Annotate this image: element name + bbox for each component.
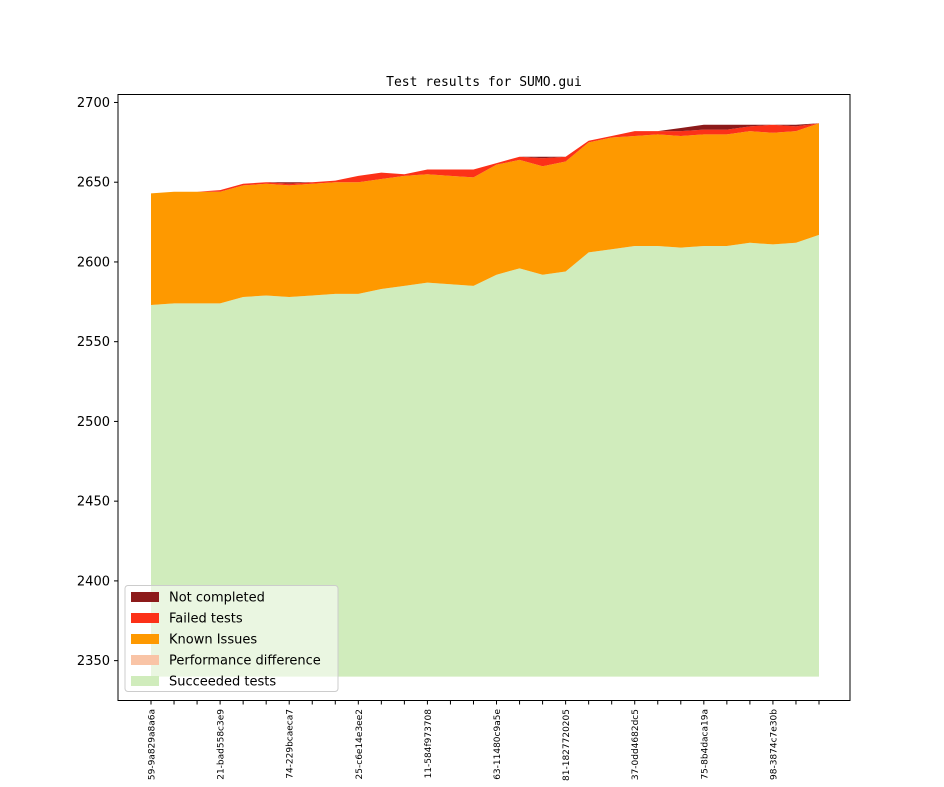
y-tick-label: 2600 <box>77 255 110 270</box>
x-axis: 59-9a829a8a6a 21-bad558c3e9 74-229bcaeca7 2… <box>148 700 820 781</box>
area-known-issues <box>151 123 819 306</box>
x-tick-label: 59-9a829a8a6a <box>148 709 158 780</box>
y-axis: 2350 2400 2450 2500 2550 2600 2650 2700 <box>77 96 118 669</box>
y-tick-label: 2550 <box>77 335 110 350</box>
area-layers <box>151 123 819 677</box>
y-tick-label: 2500 <box>77 415 110 430</box>
y-tick-label: 2650 <box>77 176 110 191</box>
x-tick-label: 81-1827720205 <box>562 709 572 781</box>
x-tick-label: 11-584f973708 <box>424 709 434 779</box>
legend-swatch <box>131 655 159 665</box>
legend: Not completed Failed tests Known Issues Per… <box>124 585 339 692</box>
legend-swatch <box>131 592 159 602</box>
y-tick-label: 2400 <box>77 574 110 589</box>
legend-label: Not completed <box>169 591 265 606</box>
legend-label: Known Issues <box>169 633 257 648</box>
y-tick-label: 2700 <box>77 96 110 111</box>
x-tick-label: 98-3874c7e30b <box>769 709 779 780</box>
legend-label: Succeeded tests <box>169 675 276 690</box>
legend-label: Failed tests <box>169 612 243 627</box>
legend-label: Performance difference <box>169 654 321 669</box>
area-failed-tests <box>151 123 819 194</box>
y-tick-label: 2450 <box>77 495 110 510</box>
x-tick-label: 63-11480c9a5e <box>493 709 503 780</box>
x-tick-label: 21-bad558c3e9 <box>217 709 227 780</box>
x-tick-label: 25-c6e14e3ee2 <box>355 709 365 779</box>
y-tick-label: 2350 <box>77 654 110 669</box>
area-succeeded-tests <box>151 234 819 677</box>
chart-title: Test results for SUMO.gui <box>386 75 582 90</box>
x-tick-label: 75-8b4daca19a <box>700 709 710 780</box>
legend-box <box>124 585 339 692</box>
legend-swatch <box>131 676 159 686</box>
legend-swatch <box>131 634 159 644</box>
plot-frame <box>117 94 851 701</box>
x-tick-label: 74-229bcaeca7 <box>286 709 296 779</box>
x-tick-label: 37-0dd4682dc5 <box>631 709 641 780</box>
legend-swatch <box>131 613 159 623</box>
